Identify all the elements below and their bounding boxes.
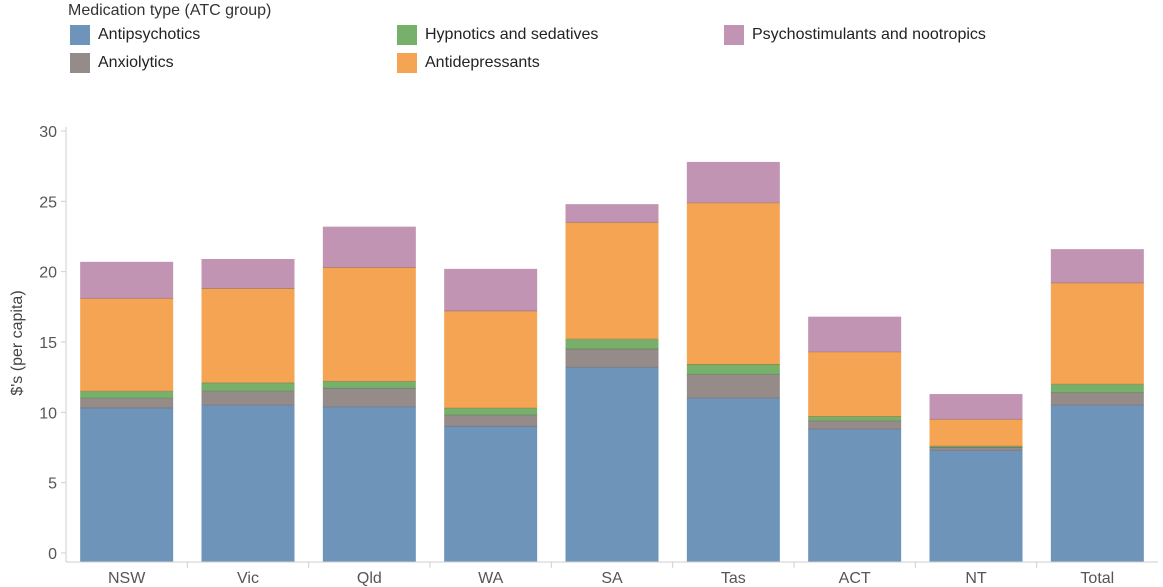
x-axis: NSW Vic Qld WA SA Tas ACT NT Total	[66, 561, 1158, 587]
x-tick-label: Vic	[237, 570, 259, 587]
bar-segment-qld-antidepressants[interactable]	[322, 267, 416, 382]
x-tick-label: Tas	[721, 570, 746, 587]
bar-segment-total-anxiolytics[interactable]	[1050, 392, 1144, 406]
x-tick-label: WA	[478, 570, 504, 587]
legend-swatch-anxiolytics	[70, 53, 90, 73]
bar-segment-total-antidepressants[interactable]	[1050, 282, 1144, 385]
chart-legend: Medication type (ATC group) Antipsychoti…	[68, 2, 1158, 77]
y-tick-label: 10	[39, 405, 57, 422]
y-axis-title: $'s (per capita)	[9, 290, 26, 395]
bar-segment-qld-antipsychotics[interactable]	[322, 406, 416, 562]
y-tick-label: 30	[39, 124, 57, 141]
x-tick-label: Total	[1080, 570, 1114, 587]
legend-swatch-antidepressants	[397, 53, 417, 73]
bar-segment-tas-hypnotics-and-sedatives[interactable]	[686, 364, 780, 375]
bar-segment-vic-hypnotics-and-sedatives[interactable]	[201, 382, 295, 392]
bar-segment-total-psychostimulants-and-nootropics[interactable]	[1050, 249, 1144, 283]
legend-swatch-antipsychotics	[70, 25, 90, 45]
bar-segment-nt-hypnotics-and-sedatives[interactable]	[929, 446, 1023, 448]
bar-segment-qld-psychostimulants-and-nootropics[interactable]	[322, 226, 416, 268]
legend-item-anxiolytics[interactable]: Anxiolytics	[70, 53, 174, 73]
x-tick-label: SA	[601, 570, 623, 587]
bars-group	[80, 161, 1144, 562]
bar-segment-tas-anxiolytics[interactable]	[686, 374, 780, 399]
bar-segment-act-antidepressants[interactable]	[808, 351, 902, 417]
bar-segment-nt-antidepressants[interactable]	[929, 419, 1023, 447]
legend-label: Antipsychotics	[98, 26, 201, 43]
y-tick-label: 0	[48, 546, 57, 563]
legend-label: Hypnotics and sedatives	[425, 26, 599, 43]
bar-segment-act-antipsychotics[interactable]	[808, 429, 902, 562]
bar-segment-nt-psychostimulants-and-nootropics[interactable]	[929, 394, 1023, 420]
bar-segment-wa-anxiolytics[interactable]	[444, 415, 538, 427]
legend-label: Antidepressants	[425, 54, 540, 71]
x-tick-label: ACT	[839, 570, 871, 587]
bar-segment-nsw-psychostimulants-and-nootropics[interactable]	[80, 261, 174, 299]
bar-segment-nt-antipsychotics[interactable]	[929, 450, 1023, 562]
x-tick-label: NT	[965, 570, 987, 587]
bar-segment-vic-psychostimulants-and-nootropics[interactable]	[201, 259, 295, 289]
bar-segment-wa-antipsychotics[interactable]	[444, 426, 538, 562]
bar-segment-sa-anxiolytics[interactable]	[565, 349, 659, 368]
legend-label: Psychostimulants and nootropics	[752, 26, 986, 43]
x-tick-label: NSW	[108, 570, 146, 587]
legend-item-antidepressants[interactable]: Antidepressants	[397, 53, 540, 73]
bar-segment-act-anxiolytics[interactable]	[808, 420, 902, 430]
bar-segment-total-hypnotics-and-sedatives[interactable]	[1050, 384, 1144, 393]
bar-segment-nsw-antidepressants[interactable]	[80, 298, 174, 392]
y-axis: 0 5 10 15 20 25 30	[39, 124, 67, 563]
bar-segment-wa-psychostimulants-and-nootropics[interactable]	[444, 268, 538, 312]
x-tick-label: Qld	[357, 570, 382, 587]
legend-swatch-psychostimulants	[724, 25, 744, 45]
bar-segment-sa-hypnotics-and-sedatives[interactable]	[565, 339, 659, 350]
bar-segment-nsw-antipsychotics[interactable]	[80, 408, 174, 562]
legend-title: Medication type (ATC group)	[68, 2, 272, 19]
bar-segment-tas-antipsychotics[interactable]	[686, 398, 780, 562]
bar-segment-nsw-anxiolytics[interactable]	[80, 398, 174, 409]
legend-item-hypnotics-sedatives[interactable]: Hypnotics and sedatives	[397, 25, 598, 45]
bar-segment-qld-anxiolytics[interactable]	[322, 388, 416, 407]
bar-segment-wa-antidepressants[interactable]	[444, 311, 538, 409]
bar-segment-sa-psychostimulants-and-nootropics[interactable]	[565, 204, 659, 223]
bar-segment-sa-antidepressants[interactable]	[565, 222, 659, 340]
y-tick-label: 15	[39, 335, 57, 352]
bar-segment-wa-hypnotics-and-sedatives[interactable]	[444, 408, 538, 416]
bar-segment-vic-anxiolytics[interactable]	[201, 391, 295, 406]
y-tick-label: 25	[39, 194, 57, 211]
bar-segment-act-psychostimulants-and-nootropics[interactable]	[808, 316, 902, 352]
y-tick-label: 5	[48, 476, 57, 493]
legend-item-antipsychotics[interactable]: Antipsychotics	[70, 25, 200, 45]
bar-segment-nsw-hypnotics-and-sedatives[interactable]	[80, 391, 174, 399]
bar-segment-total-antipsychotics[interactable]	[1050, 405, 1144, 562]
bar-segment-sa-antipsychotics[interactable]	[565, 367, 659, 562]
legend-swatch-hypnotics-sedatives	[397, 25, 417, 45]
bar-segment-tas-antidepressants[interactable]	[686, 202, 780, 365]
legend-label: Anxiolytics	[98, 54, 174, 71]
bar-segment-qld-hypnotics-and-sedatives[interactable]	[322, 381, 416, 389]
bar-segment-nt-anxiolytics[interactable]	[929, 447, 1023, 451]
bar-segment-tas-psychostimulants-and-nootropics[interactable]	[686, 161, 780, 203]
y-tick-label: 20	[39, 265, 57, 282]
legend-item-psychostimulants[interactable]: Psychostimulants and nootropics	[724, 25, 986, 45]
bar-segment-vic-antidepressants[interactable]	[201, 288, 295, 383]
bar-segment-vic-antipsychotics[interactable]	[201, 405, 295, 562]
bar-segment-act-hypnotics-and-sedatives[interactable]	[808, 416, 902, 421]
